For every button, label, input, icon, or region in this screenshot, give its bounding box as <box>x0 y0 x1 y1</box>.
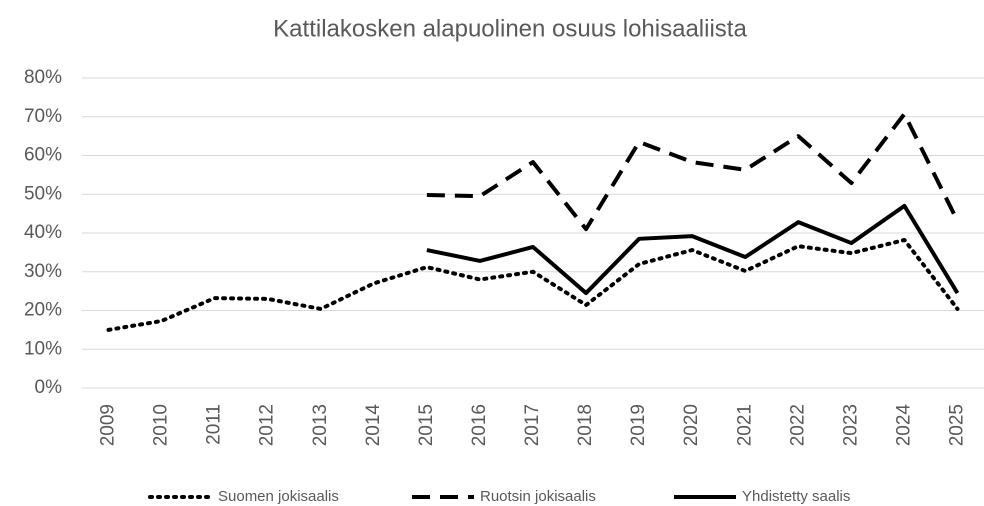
x-tick-label: 2022 <box>787 404 808 446</box>
y-tick-label: 40% <box>24 222 62 243</box>
x-tick-label: 2021 <box>734 404 755 446</box>
legend-label: Suomen jokisaalis <box>218 488 339 505</box>
y-tick-label: 10% <box>24 338 62 359</box>
y-tick-label: 80% <box>24 67 62 88</box>
y-tick-label: 70% <box>24 106 62 127</box>
x-tick-label: 2018 <box>575 404 596 446</box>
x-tick-label: 2017 <box>522 404 543 446</box>
x-tick-label: 2019 <box>628 404 649 446</box>
x-tick-label: 2009 <box>98 404 119 446</box>
y-tick-label: 0% <box>35 377 63 398</box>
y-tick-label: 60% <box>24 145 62 166</box>
x-tick-label: 2024 <box>893 404 914 447</box>
legend-label: Ruotsin jokisaalis <box>480 488 596 505</box>
legend-label: Yhdistetty saalis <box>742 488 850 505</box>
x-tick-label: 2025 <box>946 404 967 446</box>
y-tick-label: 50% <box>24 183 62 204</box>
x-tick-label: 2010 <box>151 404 172 446</box>
chart-title: Kattilakosken alapuolinen osuus lohisaal… <box>273 15 747 42</box>
x-tick-label: 2016 <box>469 404 490 446</box>
y-tick-label: 30% <box>24 261 62 282</box>
series-line <box>106 237 960 332</box>
x-tick-label: 2014 <box>363 404 384 447</box>
series-line <box>426 112 960 232</box>
x-tick-label: 2013 <box>310 404 331 446</box>
series-line <box>426 203 960 296</box>
x-tick-label: 2012 <box>257 404 278 446</box>
x-tick-label: 2011 <box>204 404 225 445</box>
x-tick-label: 2023 <box>840 404 861 446</box>
y-tick-label: 20% <box>24 300 62 321</box>
x-tick-label: 2020 <box>681 404 702 446</box>
x-tick-label: 2015 <box>416 404 437 446</box>
